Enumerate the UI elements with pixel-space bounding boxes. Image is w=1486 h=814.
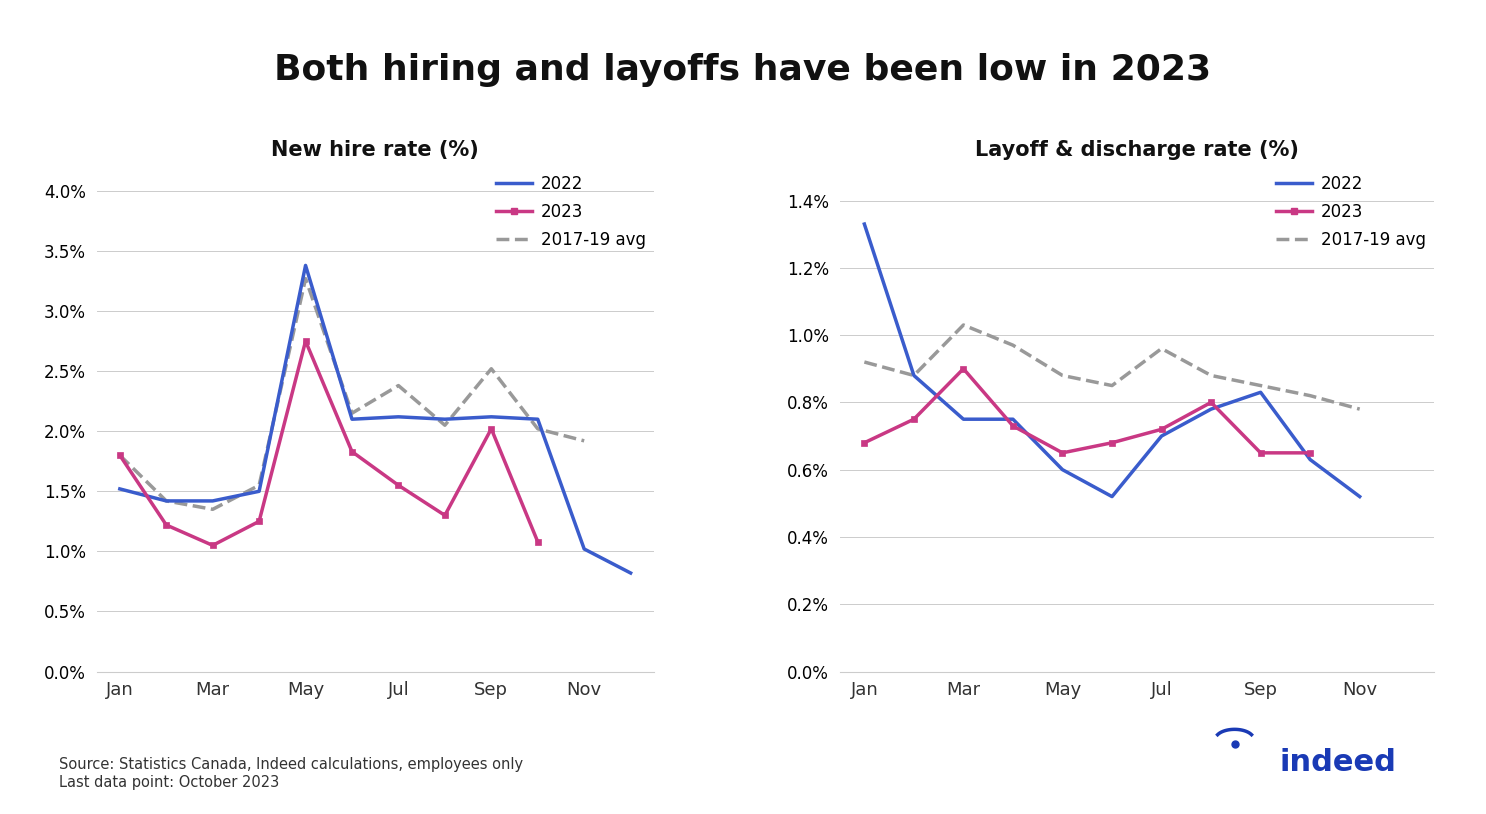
Legend: 2022, 2023, 2017-19 avg: 2022, 2023, 2017-19 avg <box>495 175 645 249</box>
Text: Both hiring and layoffs have been low in 2023: Both hiring and layoffs have been low in… <box>275 53 1211 87</box>
Title: Layoff & discharge rate (%): Layoff & discharge rate (%) <box>975 140 1299 160</box>
Text: Source: Statistics Canada, Indeed calculations, employees only
Last data point: : Source: Statistics Canada, Indeed calcul… <box>59 757 523 790</box>
Title: New hire rate (%): New hire rate (%) <box>272 140 478 160</box>
Legend: 2022, 2023, 2017-19 avg: 2022, 2023, 2017-19 avg <box>1275 175 1425 249</box>
Text: indeed: indeed <box>1279 748 1397 777</box>
